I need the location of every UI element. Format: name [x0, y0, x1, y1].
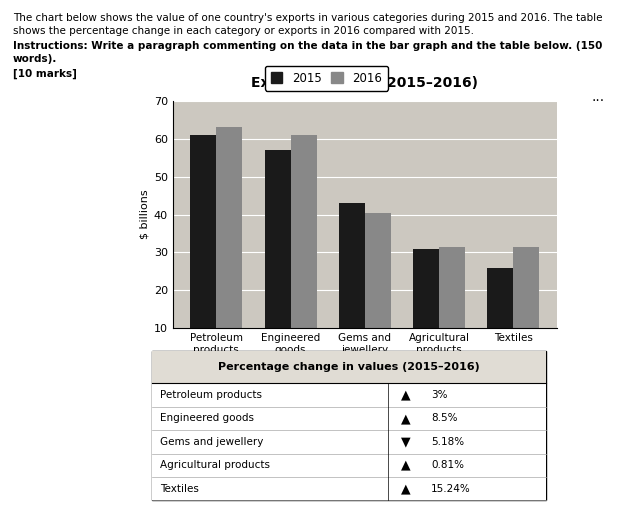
Legend: 2015, 2016: 2015, 2016 — [265, 66, 388, 90]
FancyBboxPatch shape — [152, 383, 546, 407]
FancyBboxPatch shape — [152, 351, 546, 383]
FancyBboxPatch shape — [152, 351, 546, 500]
Text: Percentage change in values (2015–2016): Percentage change in values (2015–2016) — [218, 362, 479, 372]
FancyBboxPatch shape — [152, 407, 546, 430]
FancyBboxPatch shape — [152, 453, 546, 477]
Text: Gems and jewellery: Gems and jewellery — [160, 437, 264, 447]
Text: 15.24%: 15.24% — [431, 484, 471, 494]
Text: Engineered goods: Engineered goods — [160, 414, 254, 423]
Text: ▲: ▲ — [401, 482, 410, 495]
Text: 8.5%: 8.5% — [431, 414, 458, 423]
Text: ▲: ▲ — [401, 459, 410, 472]
Text: shows the percentage change in each category or exports in 2016 compared with 20: shows the percentage change in each cate… — [13, 26, 474, 36]
Bar — [513, 247, 540, 366]
Text: words).: words). — [13, 54, 57, 64]
Text: Agricultural products: Agricultural products — [160, 460, 270, 470]
Y-axis label: $ billions: $ billions — [140, 190, 150, 239]
Text: [10 marks]: [10 marks] — [13, 68, 77, 79]
Bar — [439, 247, 465, 366]
Title: Export Earnings (2015–2016): Export Earnings (2015–2016) — [252, 76, 478, 90]
Text: Instructions: Write a paragraph commenting on the data in the bar graph and the : Instructions: Write a paragraph commenti… — [13, 41, 602, 51]
Bar — [264, 150, 291, 366]
Text: 5.18%: 5.18% — [431, 437, 464, 447]
Bar — [190, 135, 216, 366]
Bar — [216, 127, 243, 366]
Bar — [339, 203, 365, 366]
FancyBboxPatch shape — [152, 477, 546, 500]
FancyBboxPatch shape — [152, 430, 546, 453]
Text: The chart below shows the value of one country's exports in various categories d: The chart below shows the value of one c… — [13, 13, 602, 23]
Bar — [413, 249, 439, 366]
Text: 3%: 3% — [431, 390, 447, 400]
Bar — [291, 135, 317, 366]
Text: ▼: ▼ — [401, 435, 410, 448]
Bar — [487, 268, 513, 366]
Text: 0.81%: 0.81% — [431, 460, 464, 470]
X-axis label: Product Category: Product Category — [303, 363, 426, 376]
Text: ...: ... — [592, 90, 605, 104]
Text: Petroleum products: Petroleum products — [160, 390, 262, 400]
Text: ▲: ▲ — [401, 412, 410, 425]
Text: Textiles: Textiles — [160, 484, 199, 494]
Bar — [365, 212, 391, 366]
Text: ▲: ▲ — [401, 388, 410, 402]
